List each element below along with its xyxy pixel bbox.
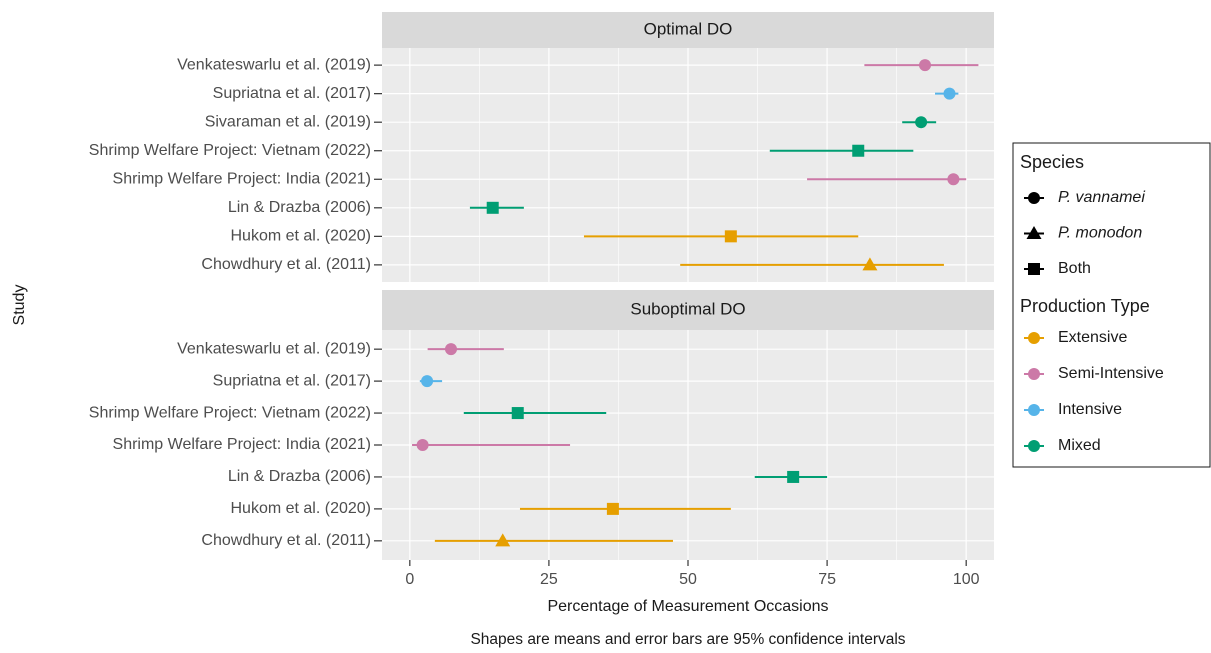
point <box>787 470 800 483</box>
y-tick-label: Hukom et al. (2020) <box>230 500 371 517</box>
caption: Shapes are means and error bars are 95% … <box>470 631 905 648</box>
x-tick-label: 75 <box>818 571 836 588</box>
y-tick-label: Lin & Drazba (2006) <box>228 199 371 216</box>
legend-key <box>1028 332 1040 344</box>
strip <box>382 290 994 330</box>
point <box>915 116 928 129</box>
legend-label: Intensive <box>1058 401 1122 418</box>
legend-label: Semi-Intensive <box>1058 365 1164 382</box>
legend-label: P. vannamei <box>1058 189 1145 206</box>
point <box>486 201 499 214</box>
point <box>511 407 524 420</box>
y-tick-label: Shrimp Welfare Project: Vietnam (2022) <box>89 142 371 159</box>
y-tick-label: Venkateswarlu et al. (2019) <box>177 340 371 357</box>
point <box>943 87 956 100</box>
y-axis-title: Study <box>11 285 28 326</box>
y-tick-label: Lin & Drazba (2006) <box>228 468 371 485</box>
point <box>852 144 865 157</box>
y-tick-label: Chowdhury et al. (2011) <box>201 256 371 273</box>
legend-key <box>1028 368 1040 380</box>
y-tick-label: Shrimp Welfare Project: India (2021) <box>113 170 371 187</box>
point <box>919 59 932 72</box>
x-axis-title: Percentage of Measurement Occasions <box>547 598 828 615</box>
y-tick-label: Venkateswarlu et al. (2019) <box>177 56 371 73</box>
legend-label: P. monodon <box>1058 225 1142 242</box>
strip-title: Optimal DO <box>644 19 733 38</box>
point <box>606 502 619 515</box>
point <box>416 439 429 451</box>
x-tick-label: 0 <box>405 571 414 588</box>
legend-box <box>1012 142 1211 468</box>
x-tick-label: 25 <box>540 571 558 588</box>
point <box>495 533 511 547</box>
legend-key <box>1028 192 1040 204</box>
legend-key <box>1026 226 1042 239</box>
legend-title: Species <box>1020 152 1084 172</box>
point <box>862 257 878 271</box>
legend-key <box>1028 440 1040 452</box>
y-tick-label: Supriatna et al. (2017) <box>213 85 371 102</box>
legend-label: Extensive <box>1058 329 1127 346</box>
y-tick-label: Supriatna et al. (2017) <box>213 372 371 389</box>
legend-label: Mixed <box>1058 437 1101 454</box>
x-tick-label: 100 <box>953 571 980 588</box>
point <box>947 173 960 186</box>
y-tick-label: Shrimp Welfare Project: India (2021) <box>113 436 371 453</box>
y-tick-label: Shrimp Welfare Project: Vietnam (2022) <box>89 404 371 421</box>
point <box>421 375 434 388</box>
legend-key <box>1028 263 1040 275</box>
point <box>724 230 737 243</box>
point <box>444 343 457 356</box>
x-tick-label: 50 <box>679 571 697 588</box>
y-tick-label: Sivaraman et al. (2019) <box>205 113 371 130</box>
strip-title: Suboptimal DO <box>630 299 745 318</box>
legend-title: Production Type <box>1020 296 1150 316</box>
legend-label: Both <box>1058 260 1091 277</box>
strip <box>382 12 994 48</box>
y-tick-label: Chowdhury et al. (2011) <box>201 532 371 549</box>
y-tick-label: Hukom et al. (2020) <box>230 228 371 245</box>
legend-key <box>1028 404 1040 416</box>
